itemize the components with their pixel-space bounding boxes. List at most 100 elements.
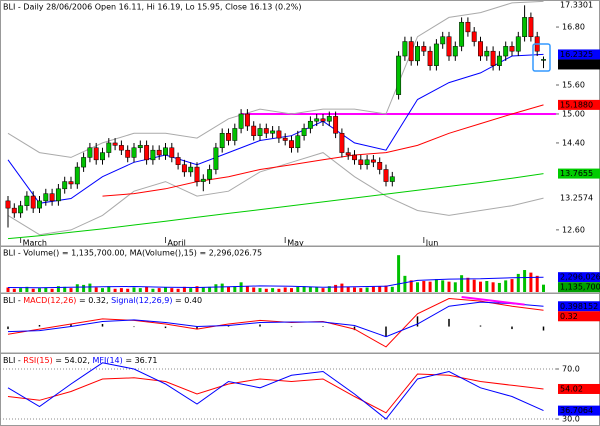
trend-line — [461, 296, 525, 306]
volume-bar — [113, 288, 117, 292]
volume-bar — [365, 287, 369, 292]
volume-bar — [107, 286, 111, 292]
volume-bar — [529, 272, 533, 292]
volume-bar — [233, 286, 237, 292]
volume-bar — [25, 286, 29, 292]
volume-bar — [321, 288, 325, 292]
candle-body — [452, 46, 458, 57]
volume-bar — [447, 281, 451, 292]
candle-body — [257, 128, 263, 136]
volume-bar — [245, 286, 249, 292]
indicator-line — [7, 276, 544, 289]
indicator-line — [7, 373, 544, 414]
candle-body — [377, 162, 383, 170]
value-label-box — [558, 168, 600, 179]
volume-bar — [101, 288, 104, 292]
panel-title: BLI - Volume() = 1,135,700.00, MA(Volume… — [3, 249, 262, 258]
candle-body — [207, 169, 213, 180]
candle-body — [87, 147, 93, 158]
candle-body — [232, 128, 238, 141]
candle-body — [408, 41, 414, 62]
candle-body — [49, 193, 55, 202]
candle-body — [118, 145, 124, 151]
indicator-line — [7, 53, 544, 204]
value-label: 2,296,026.75 — [560, 273, 600, 282]
candle-body — [364, 159, 370, 165]
candle-body — [263, 128, 269, 134]
volume-bar — [170, 288, 174, 292]
volume-bar — [44, 287, 48, 292]
candle-body — [402, 41, 408, 57]
volume-bar — [453, 282, 457, 292]
value-label-box — [558, 59, 600, 70]
candle-body — [74, 166, 80, 185]
panel-title: BLI - MACD(12,26) = 0.32, Signal(12,26,9… — [3, 296, 202, 305]
candle-body — [106, 142, 112, 153]
volume-bar — [214, 284, 218, 292]
value-label: 0.398152 — [560, 302, 598, 311]
value-label: 17.3301 — [560, 1, 593, 10]
title-part: BLI - — [3, 356, 23, 365]
indicator-line — [7, 173, 544, 240]
volume-bar — [510, 279, 514, 292]
value-label-box — [558, 49, 600, 60]
volume-bar — [479, 281, 482, 292]
volume-bar — [145, 286, 149, 292]
value-label-box — [558, 272, 600, 283]
volume-bar — [523, 270, 527, 292]
value-label: 16.2325 — [560, 50, 593, 59]
volume-bar — [308, 286, 312, 292]
candle-body — [169, 147, 175, 158]
candle-body — [238, 113, 244, 129]
volume-bar — [397, 255, 401, 292]
volume-bar — [271, 288, 275, 292]
volume-bar — [258, 288, 262, 292]
volume-bar — [283, 287, 287, 292]
title-part: = 54.02, — [53, 356, 93, 365]
title-part: RSI(15) — [23, 356, 52, 365]
volume-bar — [340, 283, 344, 292]
indicator-line — [7, 0, 544, 158]
value-label: 16.13 — [560, 60, 583, 69]
candle-body — [314, 118, 320, 122]
candle-body — [175, 157, 181, 165]
candle-body — [276, 130, 282, 139]
candle-body — [301, 128, 307, 136]
candle-body — [100, 152, 105, 161]
candle-body — [345, 152, 351, 156]
candle-body — [389, 176, 395, 182]
volume-bar — [504, 280, 508, 292]
candle-body — [289, 140, 294, 149]
value-label-box — [558, 301, 600, 312]
volume-bar — [75, 284, 79, 292]
y-tick-label: 15.60 — [562, 80, 585, 89]
volume-bar — [264, 288, 268, 292]
volume-bar — [359, 288, 363, 292]
candle-body — [18, 205, 24, 214]
panel-title: BLI - RSI(15) = 54.02, MFI(14) = 36.71 — [3, 356, 157, 365]
candle-body — [30, 195, 36, 209]
title-part: = 0.32, — [76, 296, 111, 305]
candle-body — [62, 181, 68, 190]
volume-bar — [164, 287, 167, 292]
title-part: MFI(14) — [92, 356, 122, 365]
volume-bar — [94, 287, 98, 292]
candle-body — [181, 164, 187, 173]
indicator-line — [102, 104, 544, 197]
candle-body — [427, 50, 433, 66]
volume-bar — [516, 273, 520, 292]
candle-body — [251, 125, 257, 136]
volume-bar — [220, 283, 224, 292]
volume-bar — [157, 288, 161, 292]
volume-bar — [353, 287, 356, 292]
candle-body — [352, 154, 357, 161]
value-label: 36.7064 — [560, 406, 593, 415]
candle-body — [503, 46, 509, 57]
candle-body — [270, 130, 276, 134]
volume-bar — [63, 286, 67, 292]
title-part: = 0.40 — [172, 296, 202, 305]
volume-bar — [12, 288, 16, 292]
volume-bar — [434, 279, 438, 292]
candle-body — [131, 147, 137, 158]
